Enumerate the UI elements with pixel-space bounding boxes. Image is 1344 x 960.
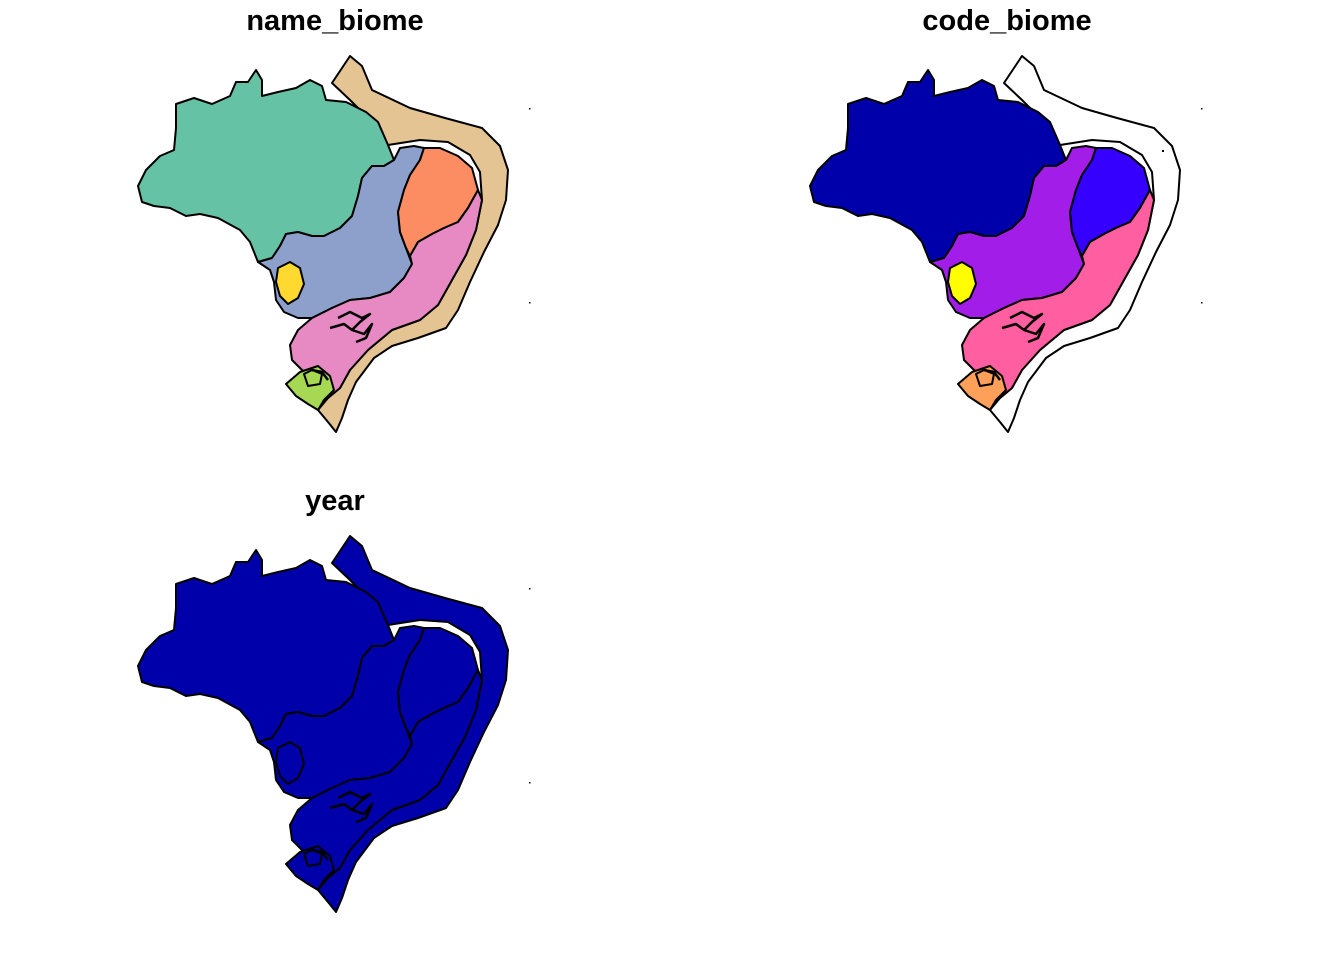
map-code-biome xyxy=(809,55,1181,433)
map-year xyxy=(137,535,509,913)
map-name-biome xyxy=(137,55,509,433)
panel-title-year: year xyxy=(305,485,365,517)
island-dots xyxy=(529,108,1203,784)
panel-title-code-biome: code_biome xyxy=(922,5,1092,37)
panel-title-name-biome: name_biome xyxy=(246,5,424,37)
